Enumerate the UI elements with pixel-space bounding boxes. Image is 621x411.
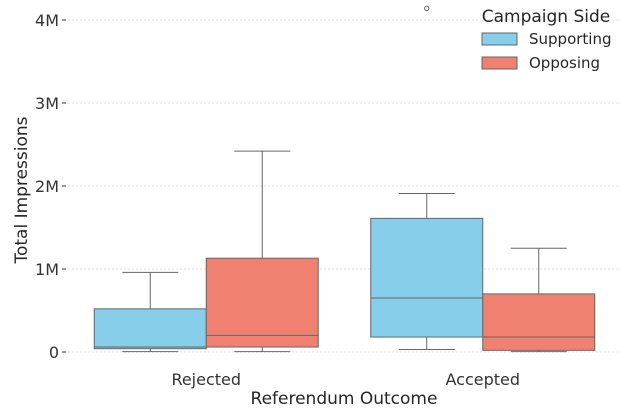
y-axis: 0 1M 2M 3M 4M [35,11,66,362]
x-axis-title: Referendum Outcome [251,389,438,409]
outlier-point [424,5,430,12]
legend-swatch [481,56,518,70]
box-rect [482,293,596,351]
legend: Campaign Side Supporting Opposing [481,7,612,72]
box-rect [205,257,319,348]
y-tick-label: 2M [35,177,59,196]
x-tick-label: Rejected [171,370,241,389]
y-tick-label: 0 [49,343,59,362]
box-supporting-accepted [370,5,484,351]
legend-label: Supporting [529,30,612,48]
legend-swatch [481,32,518,46]
x-axis: Rejected Accepted [171,370,520,389]
legend-title: Campaign Side [482,7,611,27]
legend-label: Opposing [529,54,600,72]
box-opposing-rejected [205,150,319,353]
y-tick-label: 4M [35,11,59,30]
x-tick-label: Accepted [445,370,520,389]
box-plots [93,5,596,353]
legend-items: Supporting Opposing [481,30,612,72]
box-rect [93,308,207,350]
y-tick-label: 3M [35,94,59,113]
y-axis-title: Total Impressions [12,116,32,264]
box-supporting-rejected [93,271,207,353]
box-opposing-accepted [482,247,596,353]
box-rect [370,217,484,338]
y-tick-label: 1M [35,260,59,279]
